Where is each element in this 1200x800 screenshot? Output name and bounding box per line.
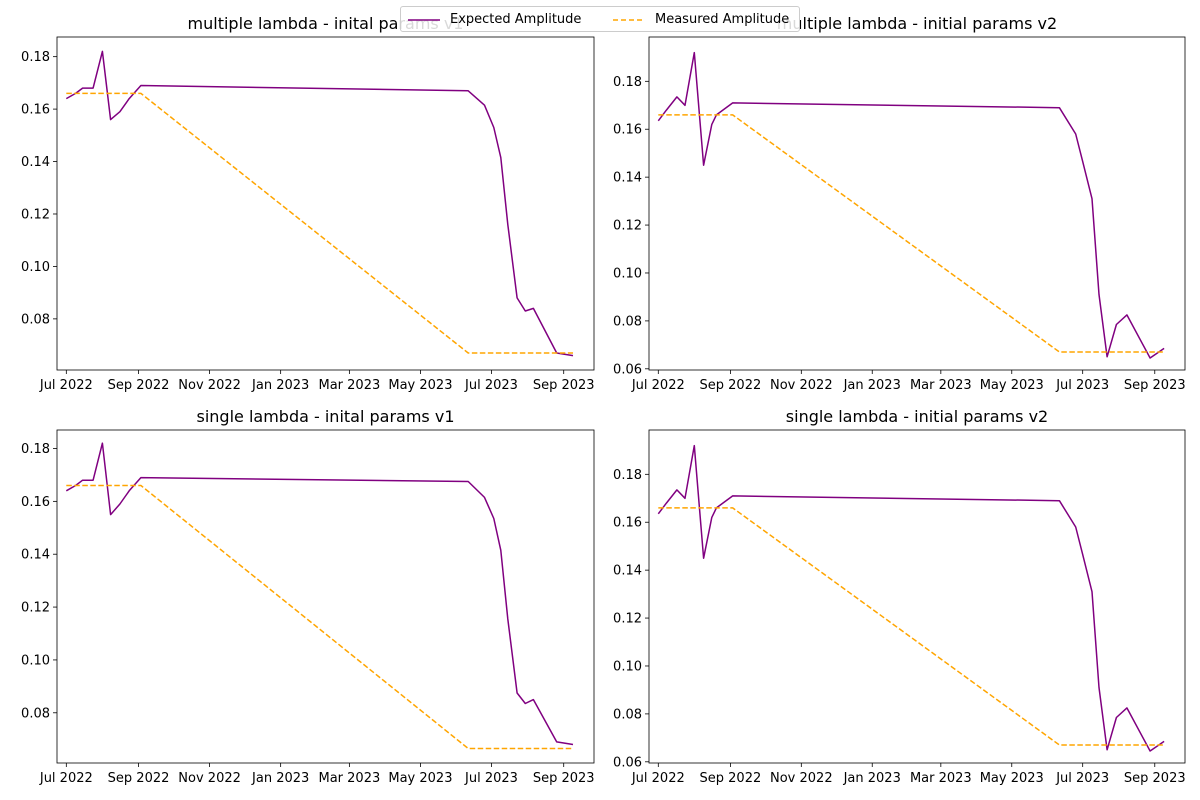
subplot-title: multiple lambda - initial params v2 (777, 14, 1057, 33)
x-tick-label: Nov 2022 (178, 378, 241, 393)
y-tick-label: 0.06 (613, 755, 642, 770)
x-tick-label: Jan 2023 (251, 771, 309, 786)
x-tick-label: Nov 2022 (178, 771, 241, 786)
y-tick-label: 0.18 (21, 442, 50, 457)
subplot-title: multiple lambda - inital params v1 (188, 14, 464, 33)
y-tick-label: 0.18 (613, 468, 642, 483)
x-tick-label: Sep 2022 (108, 378, 170, 393)
x-tick-label: Sep 2022 (108, 771, 170, 786)
x-tick-label: Jul 2023 (464, 771, 518, 786)
x-tick-label: Jul 2023 (464, 378, 518, 393)
x-tick-label: Sep 2022 (700, 771, 762, 786)
series-line-expected-amplitude (657, 51, 1165, 359)
y-tick-label: 0.12 (613, 612, 642, 627)
y-tick-label: 0.12 (613, 219, 642, 234)
subplot-3: single lambda - inital params v1 Jul 2022… (21, 407, 595, 786)
legend-swatch-expected (408, 19, 440, 21)
legend-label-expected: Expected Amplitude (450, 12, 582, 27)
legend: Expected Amplitude Measured Amplitude (400, 6, 800, 32)
y-tick-label: 0.10 (21, 260, 50, 275)
x-tick-label: Mar 2023 (910, 771, 972, 786)
y-tick-label: 0.12 (21, 601, 50, 616)
y-tick-label: 0.16 (21, 103, 50, 118)
y-tick-label: 0.14 (21, 155, 50, 170)
x-tick-label: Jul 2022 (631, 771, 685, 786)
axes-frame (56, 429, 595, 764)
subplot-2: multiple lambda - initial params v2 Jul 2… (613, 14, 1186, 393)
legend-swatch-measured (613, 19, 645, 21)
y-tick-label: 0.10 (613, 266, 642, 281)
series-line-expected-amplitude (657, 444, 1165, 752)
series-line-measured-amplitude (66, 484, 573, 750)
y-tick-label: 0.10 (21, 653, 50, 668)
axes-frame (56, 36, 595, 371)
x-tick-label: Nov 2022 (770, 771, 833, 786)
series-line-measured-amplitude (66, 92, 573, 354)
legend-label-measured: Measured Amplitude (655, 12, 790, 27)
y-tick-label: 0.14 (613, 564, 642, 579)
x-tick-label: Nov 2022 (770, 378, 833, 393)
x-tick-label: Sep 2023 (533, 378, 595, 393)
axes-frame (648, 429, 1186, 764)
y-tick-label: 0.08 (21, 312, 50, 327)
x-tick-label: Mar 2023 (319, 771, 381, 786)
x-tick-label: Sep 2023 (533, 771, 595, 786)
x-tick-label: Jan 2023 (843, 378, 901, 393)
x-tick-label: May 2023 (388, 771, 452, 786)
x-tick-label: Jul 2023 (1055, 771, 1109, 786)
y-tick-label: 0.16 (21, 495, 50, 510)
subplot-1: multiple lambda - inital params v1 Jul 20… (21, 14, 595, 393)
y-tick-label: 0.06 (613, 362, 642, 377)
y-tick-label: 0.14 (613, 171, 642, 186)
y-tick-label: 0.18 (21, 50, 50, 65)
x-tick-label: Jul 2023 (1055, 378, 1109, 393)
axes-frame (648, 36, 1186, 371)
y-tick-label: 0.08 (21, 706, 50, 721)
x-tick-label: Sep 2023 (1124, 771, 1186, 786)
x-tick-label: Jul 2022 (39, 771, 93, 786)
y-tick-label: 0.08 (613, 314, 642, 329)
series-line-measured-amplitude (658, 114, 1165, 353)
y-tick-label: 0.18 (613, 75, 642, 90)
x-tick-label: Jul 2022 (631, 378, 685, 393)
series-line-expected-amplitude (65, 442, 574, 746)
x-tick-label: May 2023 (388, 378, 452, 393)
subplot-4: single lambda - initial params v2 Jul 202… (613, 407, 1186, 786)
x-tick-label: May 2023 (980, 378, 1044, 393)
x-tick-label: Jan 2023 (251, 378, 309, 393)
x-tick-label: Sep 2022 (700, 378, 762, 393)
y-tick-label: 0.14 (21, 548, 50, 563)
x-tick-label: Mar 2023 (910, 378, 972, 393)
series-line-measured-amplitude (658, 507, 1165, 746)
x-tick-label: Jan 2023 (843, 771, 901, 786)
y-tick-label: 0.08 (613, 707, 642, 722)
y-tick-label: 0.12 (21, 207, 50, 222)
x-tick-label: Jul 2022 (39, 378, 93, 393)
y-tick-label: 0.10 (613, 659, 642, 674)
y-tick-label: 0.16 (613, 123, 642, 138)
y-tick-label: 0.16 (613, 516, 642, 531)
x-tick-label: Sep 2023 (1124, 378, 1186, 393)
subplot-title: single lambda - initial params v2 (786, 407, 1048, 426)
subplot-title: single lambda - inital params v1 (197, 407, 455, 426)
x-tick-label: Mar 2023 (319, 378, 381, 393)
x-tick-label: May 2023 (980, 771, 1044, 786)
series-line-expected-amplitude (65, 50, 574, 357)
